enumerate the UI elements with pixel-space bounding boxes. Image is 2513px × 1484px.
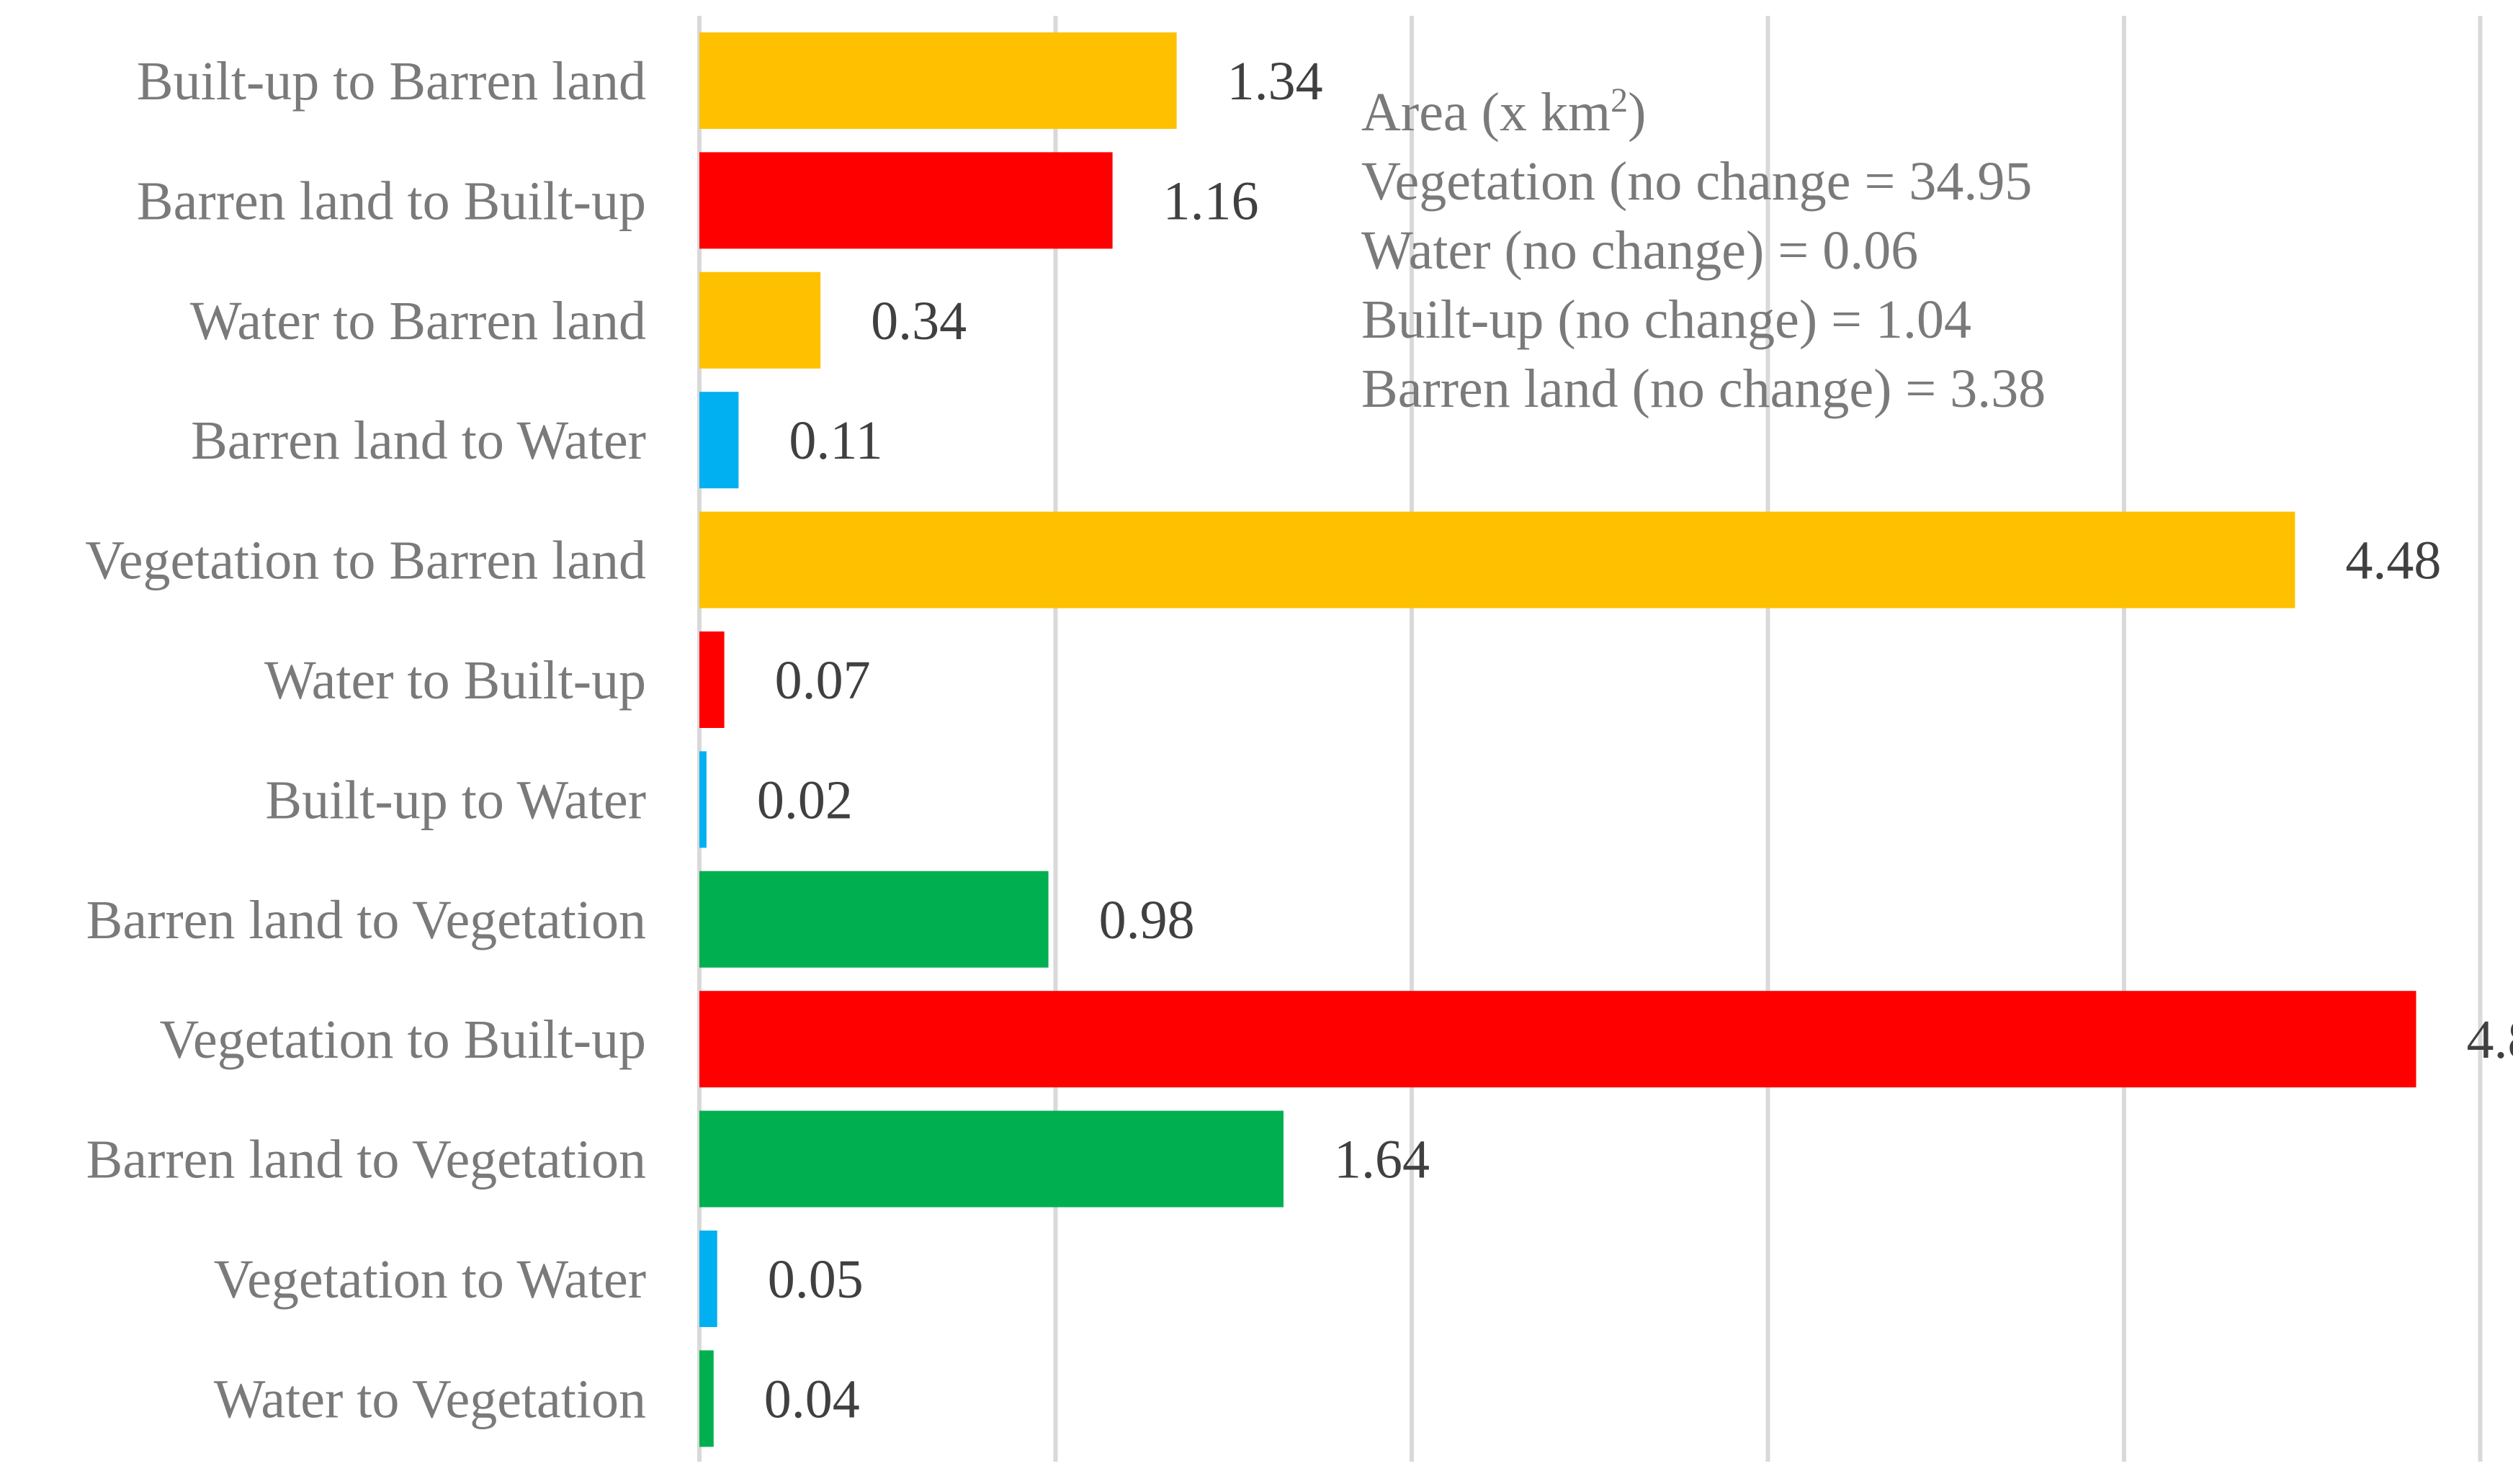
value-label-2: 0.34: [871, 291, 967, 351]
value-label-10: 0.05: [768, 1249, 864, 1310]
value-label-11: 0.04: [764, 1369, 860, 1429]
bar-3: [699, 392, 739, 489]
category-label-7: Barren land to Vegetation: [86, 890, 646, 950]
value-label-6: 0.02: [757, 770, 853, 830]
annotation-builtup-no-change: Built-up (no change) = 1.04: [1361, 289, 1972, 350]
category-label-2: Water to Barren land: [190, 291, 646, 351]
value-label-7: 0.98: [1099, 890, 1195, 950]
bar-7: [699, 871, 1049, 968]
value-label-9: 1.64: [1334, 1130, 1430, 1190]
annotation-vegetation-no-change: Vegetation (no change = 34.95: [1361, 151, 2033, 212]
bar-0: [699, 32, 1177, 129]
value-labels: 1.34 1.16 0.34 0.11 4.48 0.07 0.02 0.98 4.82 1.64…: [757, 51, 2513, 1429]
area-annotation: Area (x km2) Vegetation (no change = 34.…: [1361, 78, 2154, 423]
bar-11: [699, 1350, 714, 1447]
category-label-9: Barren land to Vegetation: [86, 1130, 646, 1190]
annotation-barren-no-change: Barren land (no change) = 3.38: [1361, 359, 2046, 419]
annotation-water-no-change: Water (no change) = 0.06: [1361, 220, 1919, 281]
value-label-0: 1.34: [1227, 51, 1323, 112]
value-label-1: 1.16: [1163, 171, 1259, 231]
bar-9: [699, 1110, 1284, 1208]
bar-4: [699, 511, 2295, 608]
bar-6: [699, 751, 707, 848]
gridlines: [697, 16, 2483, 1462]
bar-1: [699, 152, 1113, 249]
category-labels: Built-up to Barren land Barren land to Bu…: [85, 51, 646, 1429]
bar-5: [699, 631, 725, 728]
category-label-3: Barren land to Water: [191, 410, 646, 471]
category-label-1: Barren land to Built-up: [137, 171, 646, 231]
category-label-4: Vegetation to Barren land: [85, 531, 646, 591]
annotation-unit-line: Area (x km2): [1361, 81, 1647, 143]
bar-2: [699, 271, 821, 369]
category-label-5: Water to Built-up: [264, 650, 646, 711]
value-label-4: 4.48: [2345, 531, 2441, 591]
value-label-5: 0.07: [775, 650, 871, 711]
value-label-8: 4.82: [2466, 1009, 2513, 1070]
category-label-10: Vegetation to Water: [214, 1249, 646, 1310]
bar-8: [699, 991, 2416, 1088]
category-label-11: Water to Vegetation: [214, 1369, 646, 1429]
bars: [699, 32, 2416, 1447]
category-label-8: Vegetation to Built-up: [160, 1009, 646, 1070]
category-label-6: Built-up to Water: [265, 770, 646, 830]
category-label-0: Built-up to Barren land: [137, 51, 646, 112]
bar-10: [699, 1231, 717, 1327]
value-label-3: 0.11: [789, 410, 882, 471]
